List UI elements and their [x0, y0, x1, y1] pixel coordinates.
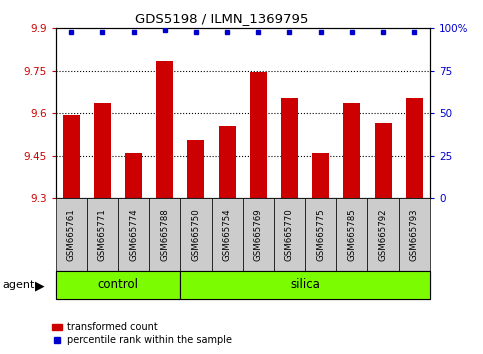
Text: ▶: ▶: [35, 280, 44, 292]
Bar: [180, 271, 430, 299]
Text: GSM665788: GSM665788: [160, 208, 169, 261]
Bar: [406, 98, 423, 198]
Bar: [156, 61, 173, 198]
Bar: [343, 103, 360, 198]
Bar: [149, 198, 180, 271]
Text: GDS5198 / ILMN_1369795: GDS5198 / ILMN_1369795: [136, 12, 309, 25]
Bar: [56, 271, 180, 299]
Text: GSM665774: GSM665774: [129, 208, 138, 261]
Text: GSM665793: GSM665793: [410, 208, 419, 261]
Bar: [180, 198, 212, 271]
Bar: [250, 72, 267, 198]
Bar: [312, 153, 329, 198]
Bar: [374, 123, 392, 198]
Text: silica: silica: [290, 279, 320, 291]
Bar: [218, 126, 236, 198]
Bar: [281, 98, 298, 198]
Bar: [63, 115, 80, 198]
Bar: [242, 198, 274, 271]
Bar: [336, 198, 368, 271]
Text: GSM665771: GSM665771: [98, 208, 107, 261]
Text: GSM665792: GSM665792: [379, 208, 387, 261]
Bar: [125, 153, 142, 198]
Bar: [274, 198, 305, 271]
Text: GSM665775: GSM665775: [316, 208, 325, 261]
Bar: [212, 198, 242, 271]
Text: GSM665761: GSM665761: [67, 208, 76, 261]
Bar: [187, 140, 204, 198]
Text: GSM665785: GSM665785: [347, 208, 356, 261]
Bar: [56, 198, 87, 271]
Text: control: control: [98, 279, 139, 291]
Bar: [87, 198, 118, 271]
Text: agent: agent: [2, 280, 35, 290]
Text: GSM665770: GSM665770: [285, 208, 294, 261]
Legend: transformed count, percentile rank within the sample: transformed count, percentile rank withi…: [48, 319, 236, 349]
Bar: [305, 198, 336, 271]
Text: GSM665754: GSM665754: [223, 208, 232, 261]
Text: GSM665750: GSM665750: [191, 208, 200, 261]
Bar: [118, 198, 149, 271]
Text: GSM665769: GSM665769: [254, 208, 263, 261]
Bar: [368, 198, 398, 271]
Bar: [398, 198, 430, 271]
Bar: [94, 103, 111, 198]
